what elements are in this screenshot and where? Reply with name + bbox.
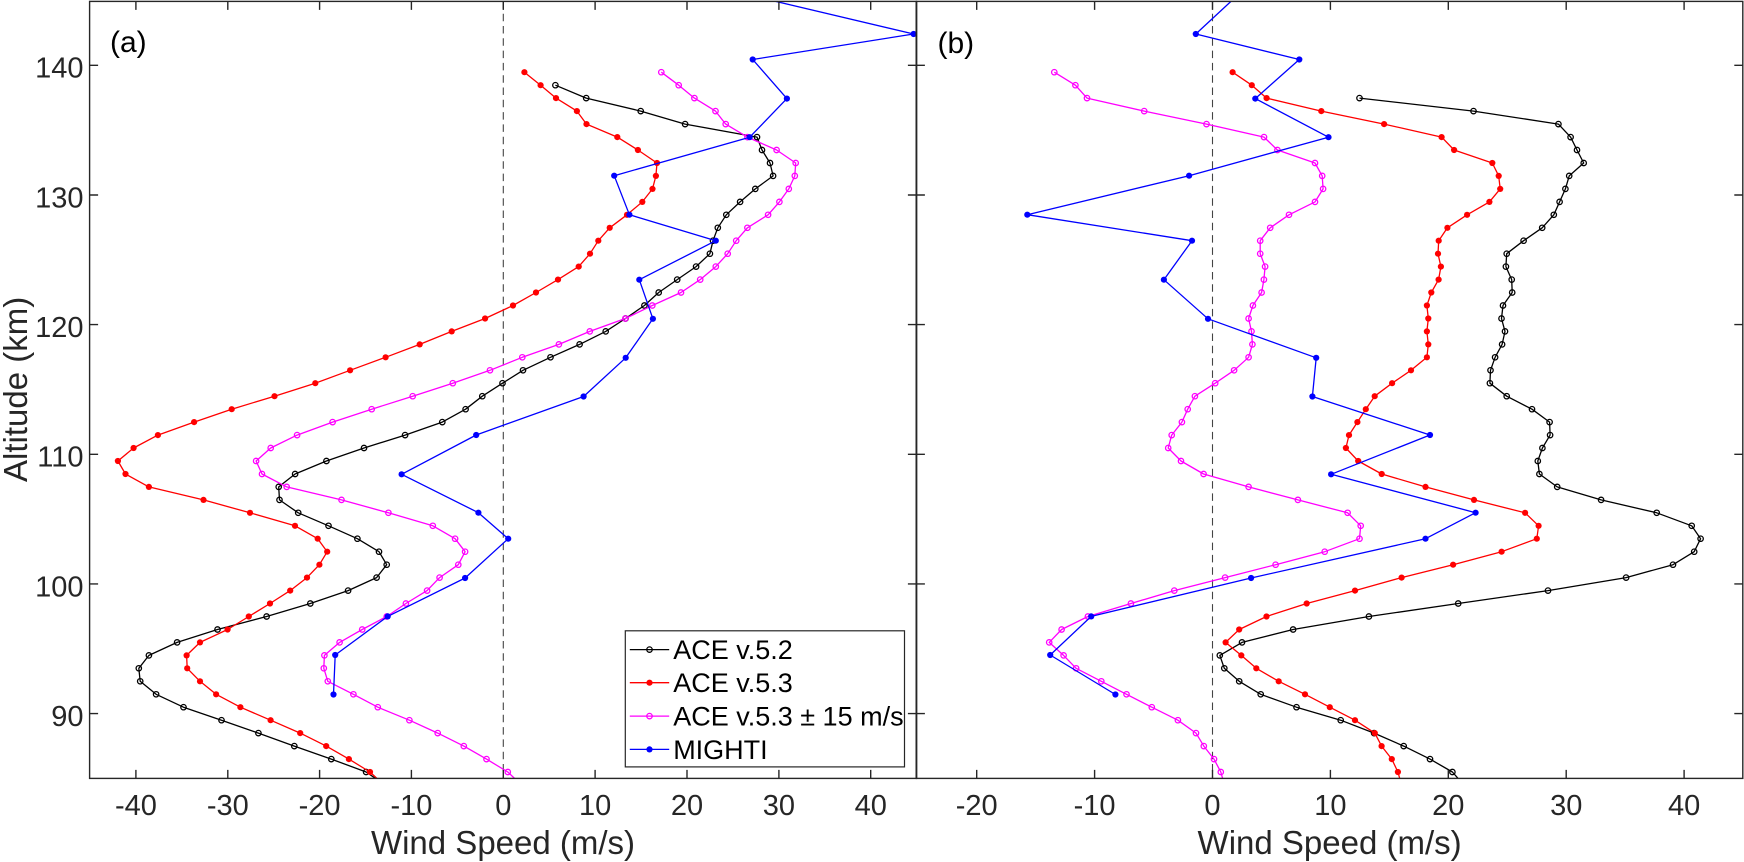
- svg-text:(b): (b): [938, 27, 975, 60]
- svg-text:0: 0: [1204, 790, 1220, 822]
- svg-text:-10: -10: [1074, 790, 1116, 822]
- svg-text:-20: -20: [956, 790, 998, 822]
- svg-text:20: 20: [1432, 790, 1464, 822]
- svg-text:0: 0: [495, 790, 511, 822]
- svg-text:ACE v.5.3 ± 15 m/s: ACE v.5.3 ± 15 m/s: [673, 702, 903, 732]
- svg-text:140: 140: [35, 53, 83, 85]
- svg-text:-30: -30: [207, 790, 249, 822]
- svg-text:90: 90: [51, 701, 83, 733]
- svg-text:110: 110: [37, 442, 83, 474]
- svg-text:Wind Speed (m/s): Wind Speed (m/s): [371, 824, 635, 861]
- svg-text:ACE v.5.3: ACE v.5.3: [673, 668, 793, 698]
- svg-text:ACE v.5.2: ACE v.5.2: [673, 635, 793, 665]
- svg-text:100: 100: [35, 571, 83, 603]
- svg-text:-40: -40: [115, 790, 157, 822]
- svg-text:Wind Speed (m/s): Wind Speed (m/s): [1198, 824, 1462, 861]
- svg-text:130: 130: [35, 182, 83, 214]
- svg-text:-10: -10: [390, 790, 432, 822]
- svg-text:10: 10: [579, 790, 611, 822]
- svg-text:20: 20: [671, 790, 703, 822]
- svg-text:120: 120: [35, 312, 83, 344]
- svg-text:MIGHTI: MIGHTI: [673, 735, 768, 765]
- svg-text:30: 30: [1550, 790, 1582, 822]
- svg-text:40: 40: [1668, 790, 1700, 822]
- svg-text:10: 10: [1314, 790, 1346, 822]
- svg-text:40: 40: [855, 790, 887, 822]
- svg-text:Altitude (km): Altitude (km): [0, 297, 34, 482]
- svg-text:-20: -20: [299, 790, 341, 822]
- svg-text:(a): (a): [110, 26, 147, 59]
- svg-text:30: 30: [763, 790, 795, 822]
